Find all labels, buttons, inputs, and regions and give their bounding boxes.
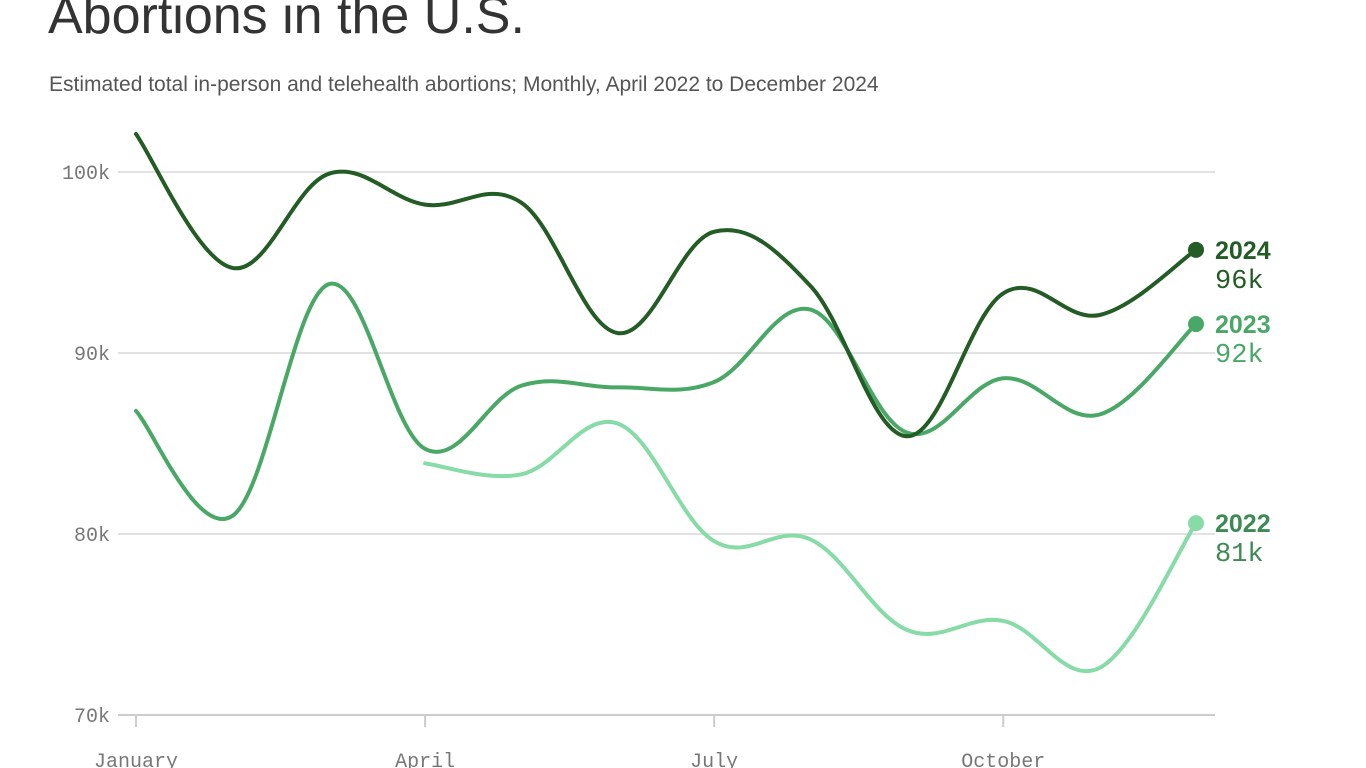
series-label-2024: 2024 <box>1215 237 1271 265</box>
y-tick-label: 80k <box>74 525 110 548</box>
series-end-dot-2022 <box>1188 515 1204 532</box>
series-value-2024: 96k <box>1215 267 1264 297</box>
y-tick-label: 100k <box>62 163 110 186</box>
series-end-dot-2023 <box>1188 316 1204 333</box>
chart-subtitle: Estimated total in-person and telehealth… <box>49 73 879 96</box>
series-layer <box>134 131 1204 674</box>
x-tick-label: April <box>395 751 455 768</box>
x-tick-label: July <box>690 751 738 768</box>
series-line-2023 <box>134 281 1198 521</box>
axis-layer: 70k 80k 90k 100k January April July October <box>62 163 1045 768</box>
series-line-2024 <box>134 131 1198 439</box>
chart-title: Abortions in the U.S. <box>48 0 525 45</box>
series-label-2022: 2022 <box>1215 510 1271 538</box>
grid-layer <box>118 171 1215 716</box>
x-tick-label: January <box>94 751 178 768</box>
series-end-dot-2024 <box>1188 241 1204 258</box>
series-value-2023: 92k <box>1215 341 1264 371</box>
y-tick-label: 70k <box>74 706 110 729</box>
x-tick-label: October <box>961 751 1045 768</box>
series-line-2022 <box>423 419 1198 674</box>
y-tick-label: 90k <box>74 344 110 367</box>
series-value-2022: 81k <box>1215 540 1264 570</box>
series-label-2023: 2023 <box>1215 311 1271 339</box>
